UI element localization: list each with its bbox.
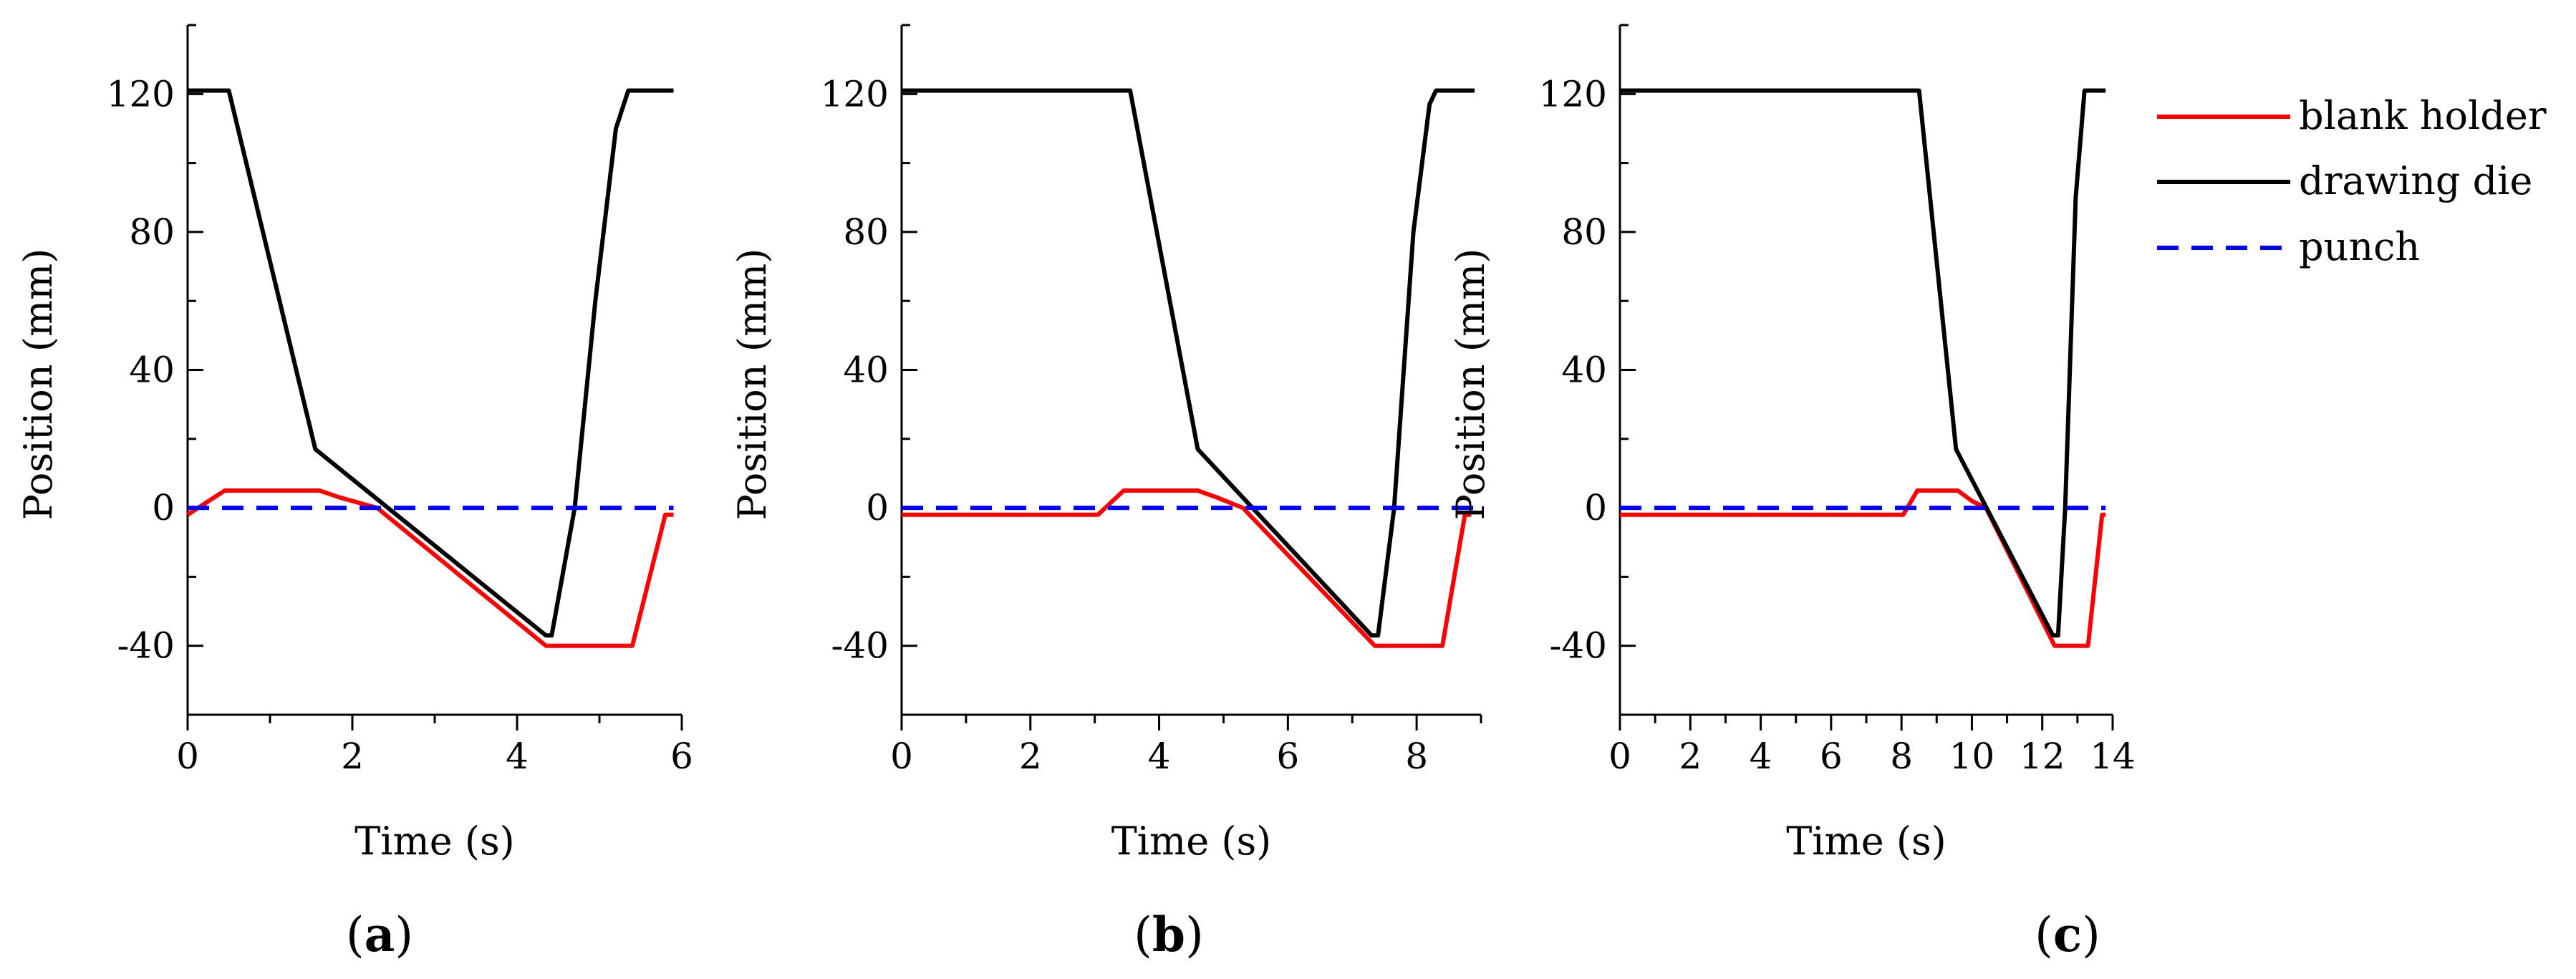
x-tick-label: 8 <box>1405 736 1428 777</box>
x-axis-title: Time (s) <box>354 819 514 864</box>
y-tick-label: 40 <box>843 349 889 391</box>
panel-label: (a) <box>346 907 413 963</box>
series-line-blank-holder <box>902 488 1472 648</box>
x-tick-label: 6 <box>1820 736 1843 777</box>
x-tick-label: 6 <box>670 736 693 777</box>
y-tick-label: 40 <box>129 349 175 391</box>
chart-panel-1: -40 0 40 80 120 0 2 4 6 Time (s) Position (mm) (a) <box>16 24 693 963</box>
legend: blank holder drawing die punch <box>2157 93 2547 269</box>
x-tick-label: 6 <box>1276 736 1299 777</box>
y-tick-label: 0 <box>152 487 175 529</box>
y-axis-title: Position (mm) <box>730 249 775 521</box>
panel-label: (c) <box>2035 907 2100 963</box>
x-tick-label: 0 <box>176 736 199 777</box>
y-tick-label: 80 <box>843 211 889 253</box>
y-tick-label: -40 <box>831 625 889 667</box>
panel-label: (b) <box>1134 907 1204 963</box>
y-tick-label: 0 <box>1584 487 1607 529</box>
y-tick-label: 120 <box>107 73 175 115</box>
y-tick-label: 80 <box>129 211 175 253</box>
legend-label-drawing-die: drawing die <box>2299 158 2532 203</box>
series-line-blank-holder <box>1620 488 2106 648</box>
y-tick-label: 40 <box>1561 349 1607 391</box>
y-axis-title: Position (mm) <box>1448 249 1493 521</box>
y-tick-label: -40 <box>117 625 175 667</box>
y-tick-label: 0 <box>866 487 889 529</box>
y-tick-label: -40 <box>1549 625 1607 667</box>
y-tick-label: 120 <box>1539 73 1607 115</box>
series-line-drawing-die <box>188 88 674 638</box>
y-tick-label: 120 <box>821 73 889 115</box>
chart-panel-3: -40 0 40 80 120 0 2 4 6 8 10 12 14 Time (s) Position (… <box>1448 24 2136 963</box>
series-line-blank-holder <box>186 488 674 648</box>
x-tick-label: 14 <box>2090 736 2136 777</box>
x-tick-label: 0 <box>890 736 913 777</box>
series-line-drawing-die <box>902 88 1475 638</box>
x-tick-label: 10 <box>1949 736 1995 777</box>
x-axis-title: Time (s) <box>1111 819 1271 864</box>
x-tick-label: 4 <box>1148 736 1171 777</box>
x-tick-label: 12 <box>2020 736 2065 777</box>
x-axis-title: Time (s) <box>1786 819 1946 864</box>
x-tick-label: 2 <box>1019 736 1042 777</box>
x-tick-label: 8 <box>1890 736 1913 777</box>
chart-panel-2: -40 0 40 80 120 0 2 4 6 8 Time (s) Position (mm) (b) <box>730 24 1482 963</box>
x-tick-label: 4 <box>506 736 529 777</box>
legend-label-blank-holder: blank holder <box>2299 93 2547 138</box>
y-tick-label: 80 <box>1561 211 1607 253</box>
legend-label-punch: punch <box>2299 224 2420 269</box>
x-tick-label: 4 <box>1750 736 1772 777</box>
x-tick-label: 2 <box>341 736 364 777</box>
y-axis-title: Position (mm) <box>16 249 61 521</box>
x-tick-label: 0 <box>1608 736 1631 777</box>
x-tick-label: 2 <box>1679 736 1702 777</box>
series-line-drawing-die <box>1620 88 2106 638</box>
